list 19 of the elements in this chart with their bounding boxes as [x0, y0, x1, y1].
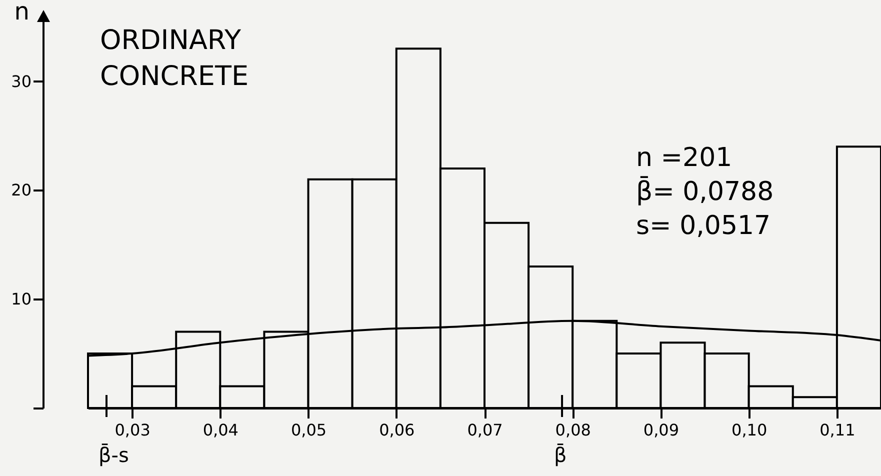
annotation: n =201 — [636, 143, 732, 173]
annotation: s= 0,0517 — [636, 211, 771, 241]
y-axis-title: n — [14, 0, 30, 26]
x-tick-label: 0,09 — [643, 420, 680, 440]
x-tick-label: 0,03 — [114, 420, 150, 440]
x-tick-label: 0,06 — [379, 420, 415, 440]
x-tick-label: 0,11 — [820, 420, 856, 440]
x-tick-label: 0,04 — [202, 420, 238, 440]
x-tick-label: 0,07 — [467, 420, 503, 440]
y-tick-label: 30 — [11, 72, 32, 91]
y-tick-label: 20 — [11, 180, 32, 200]
annotation: β̄ — [554, 443, 567, 467]
x-tick-label: 0,08 — [555, 420, 591, 440]
annotation: β̄-s — [98, 443, 129, 467]
x-tick-label: 0,05 — [290, 420, 327, 440]
x-tick-label: 0,10 — [732, 420, 768, 440]
y-tick-label: 10 — [11, 290, 32, 309]
annotation: β̄= 0,0788 — [636, 175, 774, 207]
text: ORDINARY CONCRETE — [100, 25, 249, 92]
